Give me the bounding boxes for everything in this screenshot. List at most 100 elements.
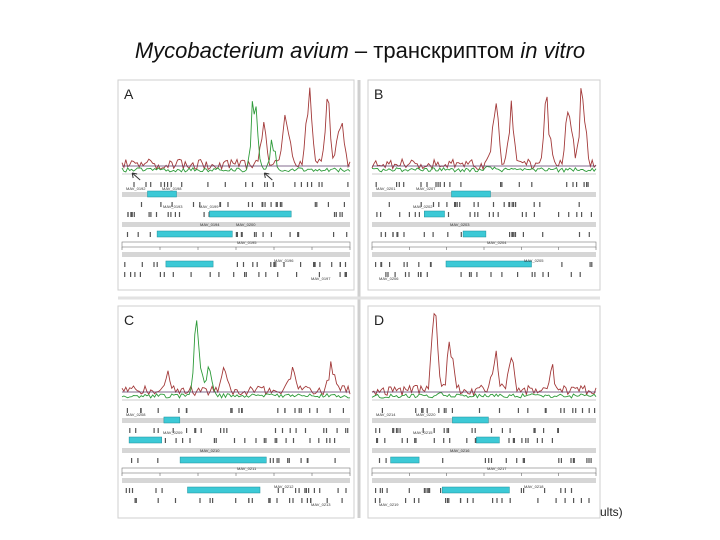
feature-mark [381,262,383,267]
feature-mark [226,428,228,433]
feature-mark [157,428,159,433]
feature-mark [447,212,450,217]
feature-mark [277,408,279,413]
gene-label: MAV_0219 [379,502,399,507]
gene-label: MAV_0200 [236,222,256,227]
feature-mark [319,488,321,493]
feature-mark [417,272,419,277]
feature-mark [460,232,462,237]
feature-mark [245,182,247,187]
feature-mark [380,262,382,267]
feature-mark [518,182,520,187]
feature-mark [252,262,254,267]
feature-mark [517,408,519,413]
feature-mark [381,408,383,413]
feature-mark [190,272,192,277]
feature-mark [318,438,320,443]
feature-mark [157,408,159,413]
feature-mark [124,272,126,277]
feature-mark [174,212,176,217]
feature-mark [555,498,557,503]
feature-mark [275,202,277,207]
feature-mark [469,212,471,217]
feature-mark [163,272,165,277]
feature-mark [339,212,341,217]
feature-mark [163,182,166,187]
annotation-track [372,222,596,227]
feature-mark [272,182,274,187]
feature-mark [572,182,574,187]
feature-mark [429,262,432,267]
coordinate-ruler [121,467,351,474]
feature-mark [492,498,494,503]
feature-mark [384,438,386,443]
feature-mark [513,232,515,237]
feature-mark [241,232,243,237]
feature-mark [403,232,405,237]
feature-mark [564,498,566,503]
gene-label: MAV_0207 [416,186,436,191]
feature-mark [333,232,335,237]
feature-mark [124,262,126,267]
annotation-track [372,252,596,257]
feature-mark [426,408,428,413]
feature-mark [276,438,278,443]
panel-letter: B [374,86,383,102]
feature-mark [292,438,295,443]
feature-mark [289,428,291,433]
feature-mark [333,212,336,217]
feature-mark [270,232,272,237]
feature-mark [512,438,514,443]
feature-mark [316,408,318,413]
feature-mark [275,262,277,267]
feature-mark [195,428,197,433]
gene-label: MAV_0205 [524,258,544,263]
feature-mark [418,498,420,503]
feature-mark [274,428,277,433]
feature-mark [397,428,399,433]
feature-mark [255,438,257,443]
feature-mark [442,458,444,463]
feature-mark [384,232,387,237]
feature-mark [156,262,158,267]
feature-mark [277,488,279,493]
coordinate-ruler [121,241,351,248]
feature-mark [531,182,533,187]
panel-c: C MAV_0208 MAV_0209 MAV_0210 MAV_0211 MAV_021… [117,305,355,519]
feature-mark [241,408,243,413]
feature-mark [576,212,578,217]
feature-mark [388,202,390,207]
feature-mark [508,438,510,443]
feature-mark [334,438,336,443]
feature-mark [277,272,279,277]
feature-mark [501,428,503,433]
feature-mark [375,488,377,493]
gene-box [452,416,489,424]
feature-mark [281,202,283,207]
feature-mark [404,272,407,277]
gene-label: MAV_0214 [376,412,396,417]
feature-mark [492,202,495,207]
feature-mark [178,212,181,217]
feature-mark [408,488,410,493]
feature-mark [591,262,593,267]
feature-mark [135,498,137,503]
feature-mark [325,428,328,433]
feature-mark [208,212,210,217]
feature-mark [255,232,257,237]
gene-label: MAV_0202 [413,204,433,209]
feature-mark [256,262,258,267]
feature-mark [446,498,449,503]
feature-mark [289,498,291,503]
feature-mark [570,488,573,493]
feature-mark [174,498,177,503]
feature-mark [199,202,201,207]
feature-mark [396,182,398,187]
feature-mark [421,408,423,413]
feature-mark [341,498,343,503]
gene-box [187,486,261,494]
gene-label: MAV_0194 [200,222,220,227]
feature-mark [503,202,505,207]
feature-mark [415,438,417,443]
feature-mark [309,438,311,443]
